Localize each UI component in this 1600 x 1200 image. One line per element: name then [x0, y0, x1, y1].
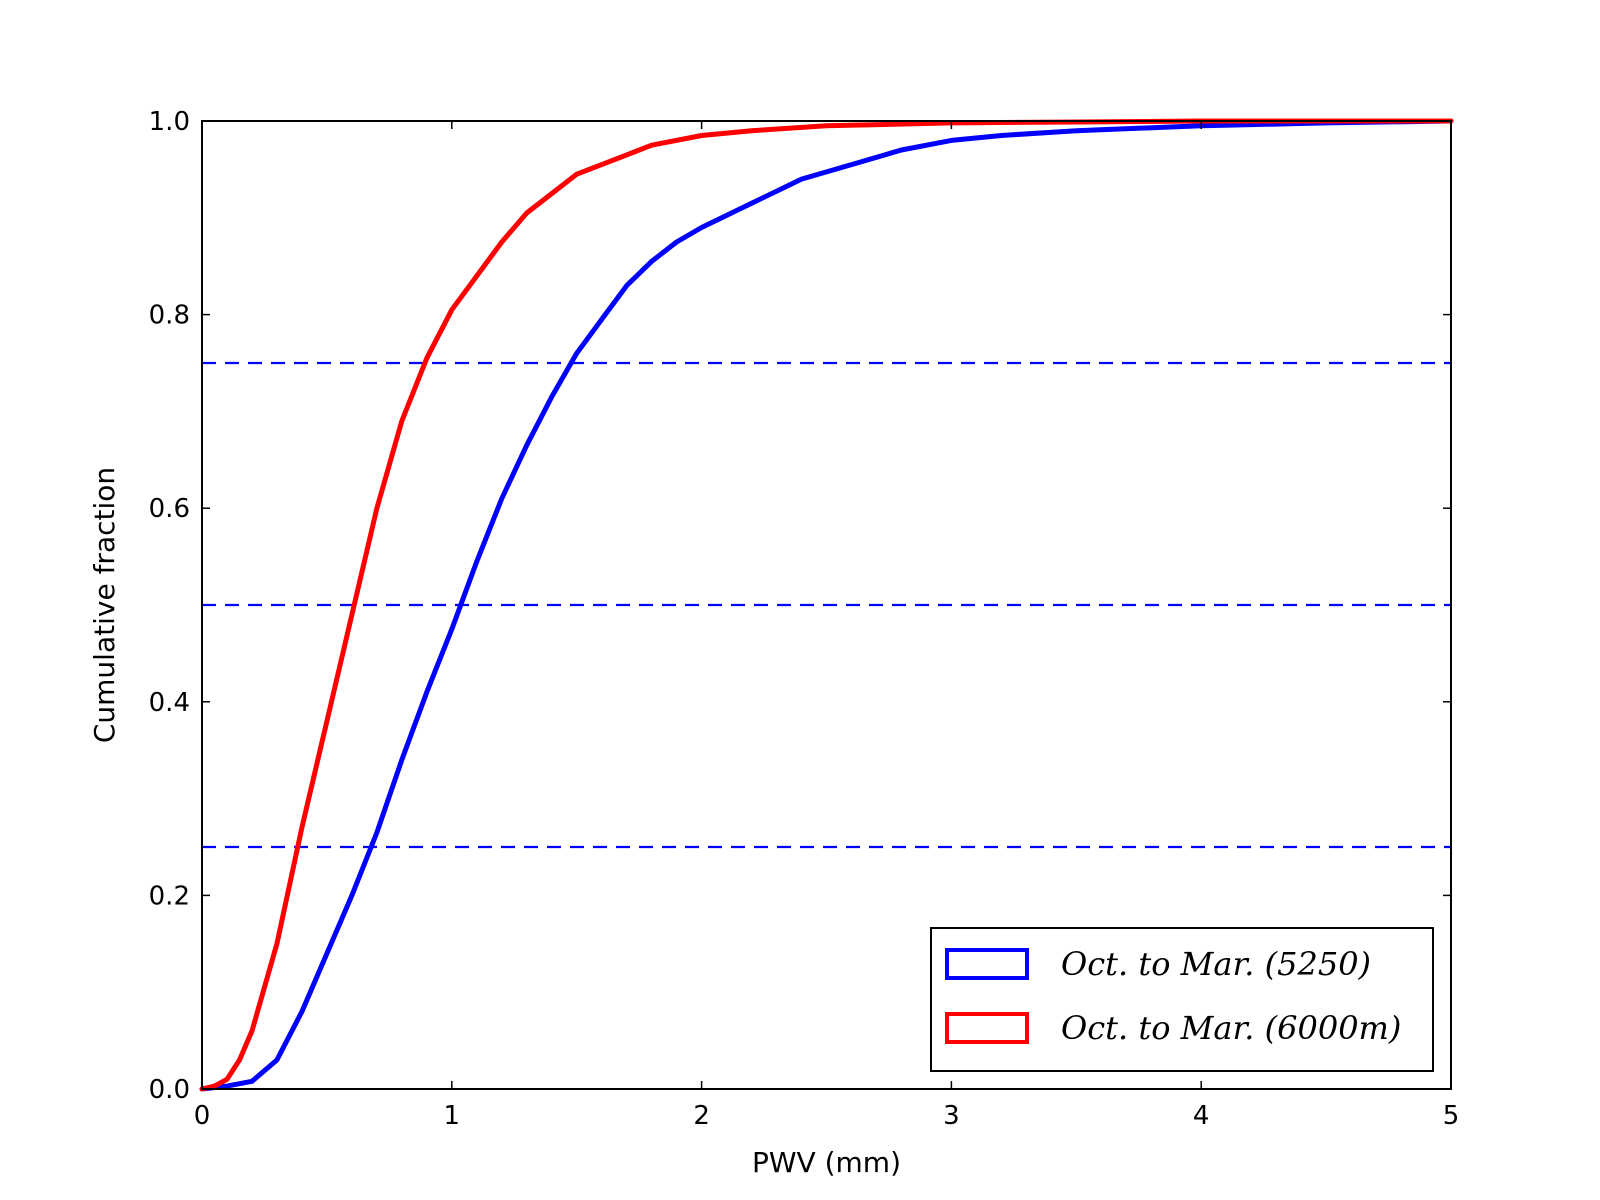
legend-swatch-0 [945, 948, 1029, 980]
x-tick-label: 4 [1193, 1101, 1210, 1131]
legend-label-1: Oct. to Mar. (6000m) [1061, 1009, 1401, 1047]
y-tick-label: 0.4 [149, 688, 190, 718]
y-axis-label: Cumulative fraction [88, 467, 121, 743]
reference-lines [202, 361, 1451, 849]
x-tick-label: 1 [444, 1101, 461, 1131]
y-tick-label: 1.0 [149, 107, 190, 137]
series-line-1 [199, 118, 1454, 1092]
y-tick-label: 0.2 [149, 881, 190, 911]
x-tick-label: 5 [1443, 1101, 1460, 1131]
x-tick-label: 2 [693, 1101, 710, 1131]
x-tick-label: 0 [194, 1101, 211, 1131]
series-lines [199, 118, 1454, 1092]
y-tick-label: 0.0 [149, 1075, 190, 1105]
y-tick-label: 0.6 [149, 494, 190, 524]
axis-ticks [201, 120, 1452, 1090]
legend-label-0: Oct. to Mar. (5250) [1061, 945, 1371, 983]
x-axis-label: PWV (mm) [752, 1146, 901, 1179]
legend-swatch-1 [945, 1012, 1029, 1044]
plot-frame [201, 120, 1452, 1090]
legend: Oct. to Mar. (5250) Oct. to Mar. (6000m) [930, 927, 1434, 1072]
x-tick-label: 3 [943, 1101, 960, 1131]
series-line-0 [199, 118, 1454, 1092]
y-tick-label: 0.8 [149, 301, 190, 331]
tick-labels: 0 1 2 3 4 5 0.0 0.2 0.4 0.6 0.8 1.0 [149, 107, 1460, 1131]
